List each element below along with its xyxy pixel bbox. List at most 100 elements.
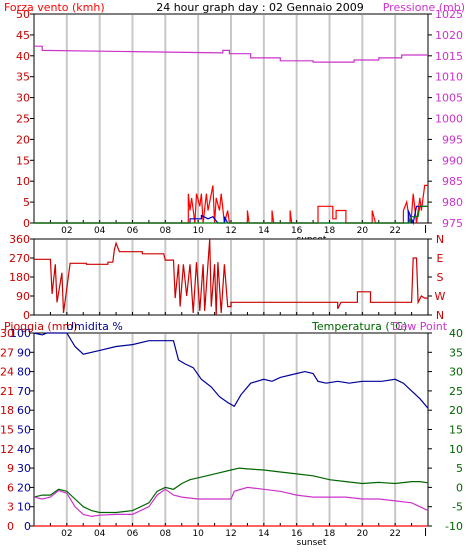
- series-line-1: [34, 238, 428, 316]
- y-right-tick-label: 995: [442, 133, 463, 146]
- y-humidity-tick-label: 70: [17, 385, 31, 398]
- y-right-tick-label: 1025: [435, 8, 463, 21]
- x-tick-label: 16: [291, 226, 303, 236]
- y-left-tick-label: 360: [9, 233, 30, 246]
- y-humidity-tick-label: 30: [17, 462, 31, 475]
- y-right-tick-label: 985: [442, 175, 463, 188]
- y-left-tick-label: 270: [9, 252, 30, 265]
- y-left-tick-label: 10: [16, 175, 30, 188]
- y-right-tick-label: 15: [449, 424, 463, 437]
- y-left-tick-label: 40: [16, 50, 30, 63]
- y-right-tick-label: 0: [456, 481, 463, 494]
- x-tick-label: 20: [357, 226, 369, 236]
- y-right-tick-label: 25: [449, 385, 463, 398]
- y-humidity-tick-label: 20: [17, 481, 31, 494]
- x-tick-label: 06: [127, 529, 139, 539]
- y-left-tick-label: 18: [0, 404, 14, 417]
- temperature-axis-title: Temperatura (°C): [311, 320, 407, 333]
- x-tick-label: 06: [127, 226, 139, 236]
- x-tick-label: 22: [389, 226, 400, 236]
- x-tick-label: 12: [225, 226, 236, 236]
- x-tick-label: 10: [192, 529, 204, 539]
- y-left-tick-label: 90: [16, 290, 30, 303]
- series-line-2: [33, 467, 429, 514]
- y-left-tick-label: 5: [23, 196, 30, 209]
- x-tick-label: 22: [389, 529, 400, 539]
- y-left-tick-label: 20: [16, 133, 30, 146]
- y-right-tick-label: N: [436, 309, 444, 322]
- x-tick-label: 18: [324, 529, 336, 539]
- x-tick-label: 02: [61, 226, 72, 236]
- x-tick-label: 18: [324, 226, 336, 236]
- y-left-tick-label: 12: [0, 443, 14, 456]
- y-right-tick-label: 5: [456, 462, 463, 475]
- y-humidity-tick-label: 90: [17, 346, 31, 359]
- y-left-tick-label: 9: [7, 462, 14, 475]
- y-right-tick-label: 1000: [435, 113, 463, 126]
- y-left-tick-label: 0: [7, 520, 14, 533]
- y-right-tick-label: 1005: [435, 92, 463, 105]
- x-tick-label: 20: [357, 529, 369, 539]
- x-tick-label: 10: [192, 226, 204, 236]
- y-humidity-tick-label: 50: [17, 424, 31, 437]
- y-humidity-tick-label: 10: [17, 501, 31, 514]
- series-line-2: [34, 184, 428, 224]
- panel-3: 0369121518212427300102030405060708090100…: [0, 327, 463, 548]
- y-humidity-tick-label: 0: [24, 520, 31, 533]
- wind-axis-title: Forza vento (kmh): [4, 1, 105, 14]
- y-left-tick-label: 25: [16, 113, 30, 126]
- series-line-1: [34, 45, 428, 63]
- y-left-tick-label: 3: [7, 501, 14, 514]
- y-left-tick-label: 45: [16, 29, 30, 42]
- x-tick-label: 08: [160, 226, 172, 236]
- series-line-4: [34, 205, 428, 224]
- y-right-tick-label: N: [436, 233, 444, 246]
- y-right-tick-label: S: [437, 271, 444, 284]
- chart-title: 24 hour graph day : 02 Gennaio 2009: [156, 1, 364, 14]
- y-right-tick-label: 20: [449, 404, 463, 417]
- x-tick-label: 14: [258, 529, 270, 539]
- x-tick-label: 12: [225, 529, 236, 539]
- y-left-tick-label: 30: [16, 92, 30, 105]
- x-tick-label: 16: [291, 529, 303, 539]
- y-left-tick-label: 21: [0, 385, 14, 398]
- x-tick-label: 04: [94, 226, 106, 236]
- y-left-tick-label: 0: [23, 309, 30, 322]
- dewpoint-axis-title: Dew Point: [392, 320, 448, 333]
- y-left-tick-label: 35: [16, 71, 30, 84]
- y-right-tick-label: -5: [452, 501, 463, 514]
- y-right-tick-label: 1020: [435, 29, 463, 42]
- y-left-tick-label: 24: [0, 366, 14, 379]
- y-right-tick-label: 10: [449, 443, 463, 456]
- y-left-tick-label: 50: [16, 8, 30, 21]
- y-right-tick-label: 980: [442, 196, 463, 209]
- y-right-tick-label: 35: [449, 346, 463, 359]
- panel-1: 0510152025303540455097598098599099510001…: [16, 8, 463, 245]
- humidity-axis-title: Umidita %: [66, 320, 123, 333]
- y-left-tick-label: 0: [23, 217, 30, 230]
- series-line-1: [33, 332, 429, 409]
- y-left-tick-label: 15: [16, 154, 30, 167]
- y-right-tick-label: -10: [445, 520, 463, 533]
- x-tick-label: 04: [94, 529, 106, 539]
- x-tick-label: 02: [61, 529, 72, 539]
- y-left-tick-label: 27: [0, 346, 14, 359]
- y-humidity-tick-label: 80: [17, 366, 31, 379]
- y-humidity-tick-label: 40: [17, 443, 31, 456]
- y-right-tick-label: W: [435, 290, 446, 303]
- y-right-tick-label: 975: [442, 217, 463, 230]
- x-tick-label: 14: [258, 226, 270, 236]
- y-right-tick-label: 1015: [435, 50, 463, 63]
- y-humidity-tick-label: 60: [17, 404, 31, 417]
- sunset-marker-label: sunset: [297, 538, 327, 548]
- x-tick-label: 08: [160, 529, 172, 539]
- pressure-axis-title: Pressione (mb): [383, 1, 465, 14]
- y-left-tick-label: 180: [9, 271, 30, 284]
- y-left-tick-label: 30: [0, 327, 14, 340]
- y-right-tick-label: 30: [449, 366, 463, 379]
- y-left-tick-label: 6: [7, 481, 14, 494]
- rain-axis-title: Pioggia (mm): [4, 320, 77, 333]
- y-right-tick-label: 1010: [435, 71, 463, 84]
